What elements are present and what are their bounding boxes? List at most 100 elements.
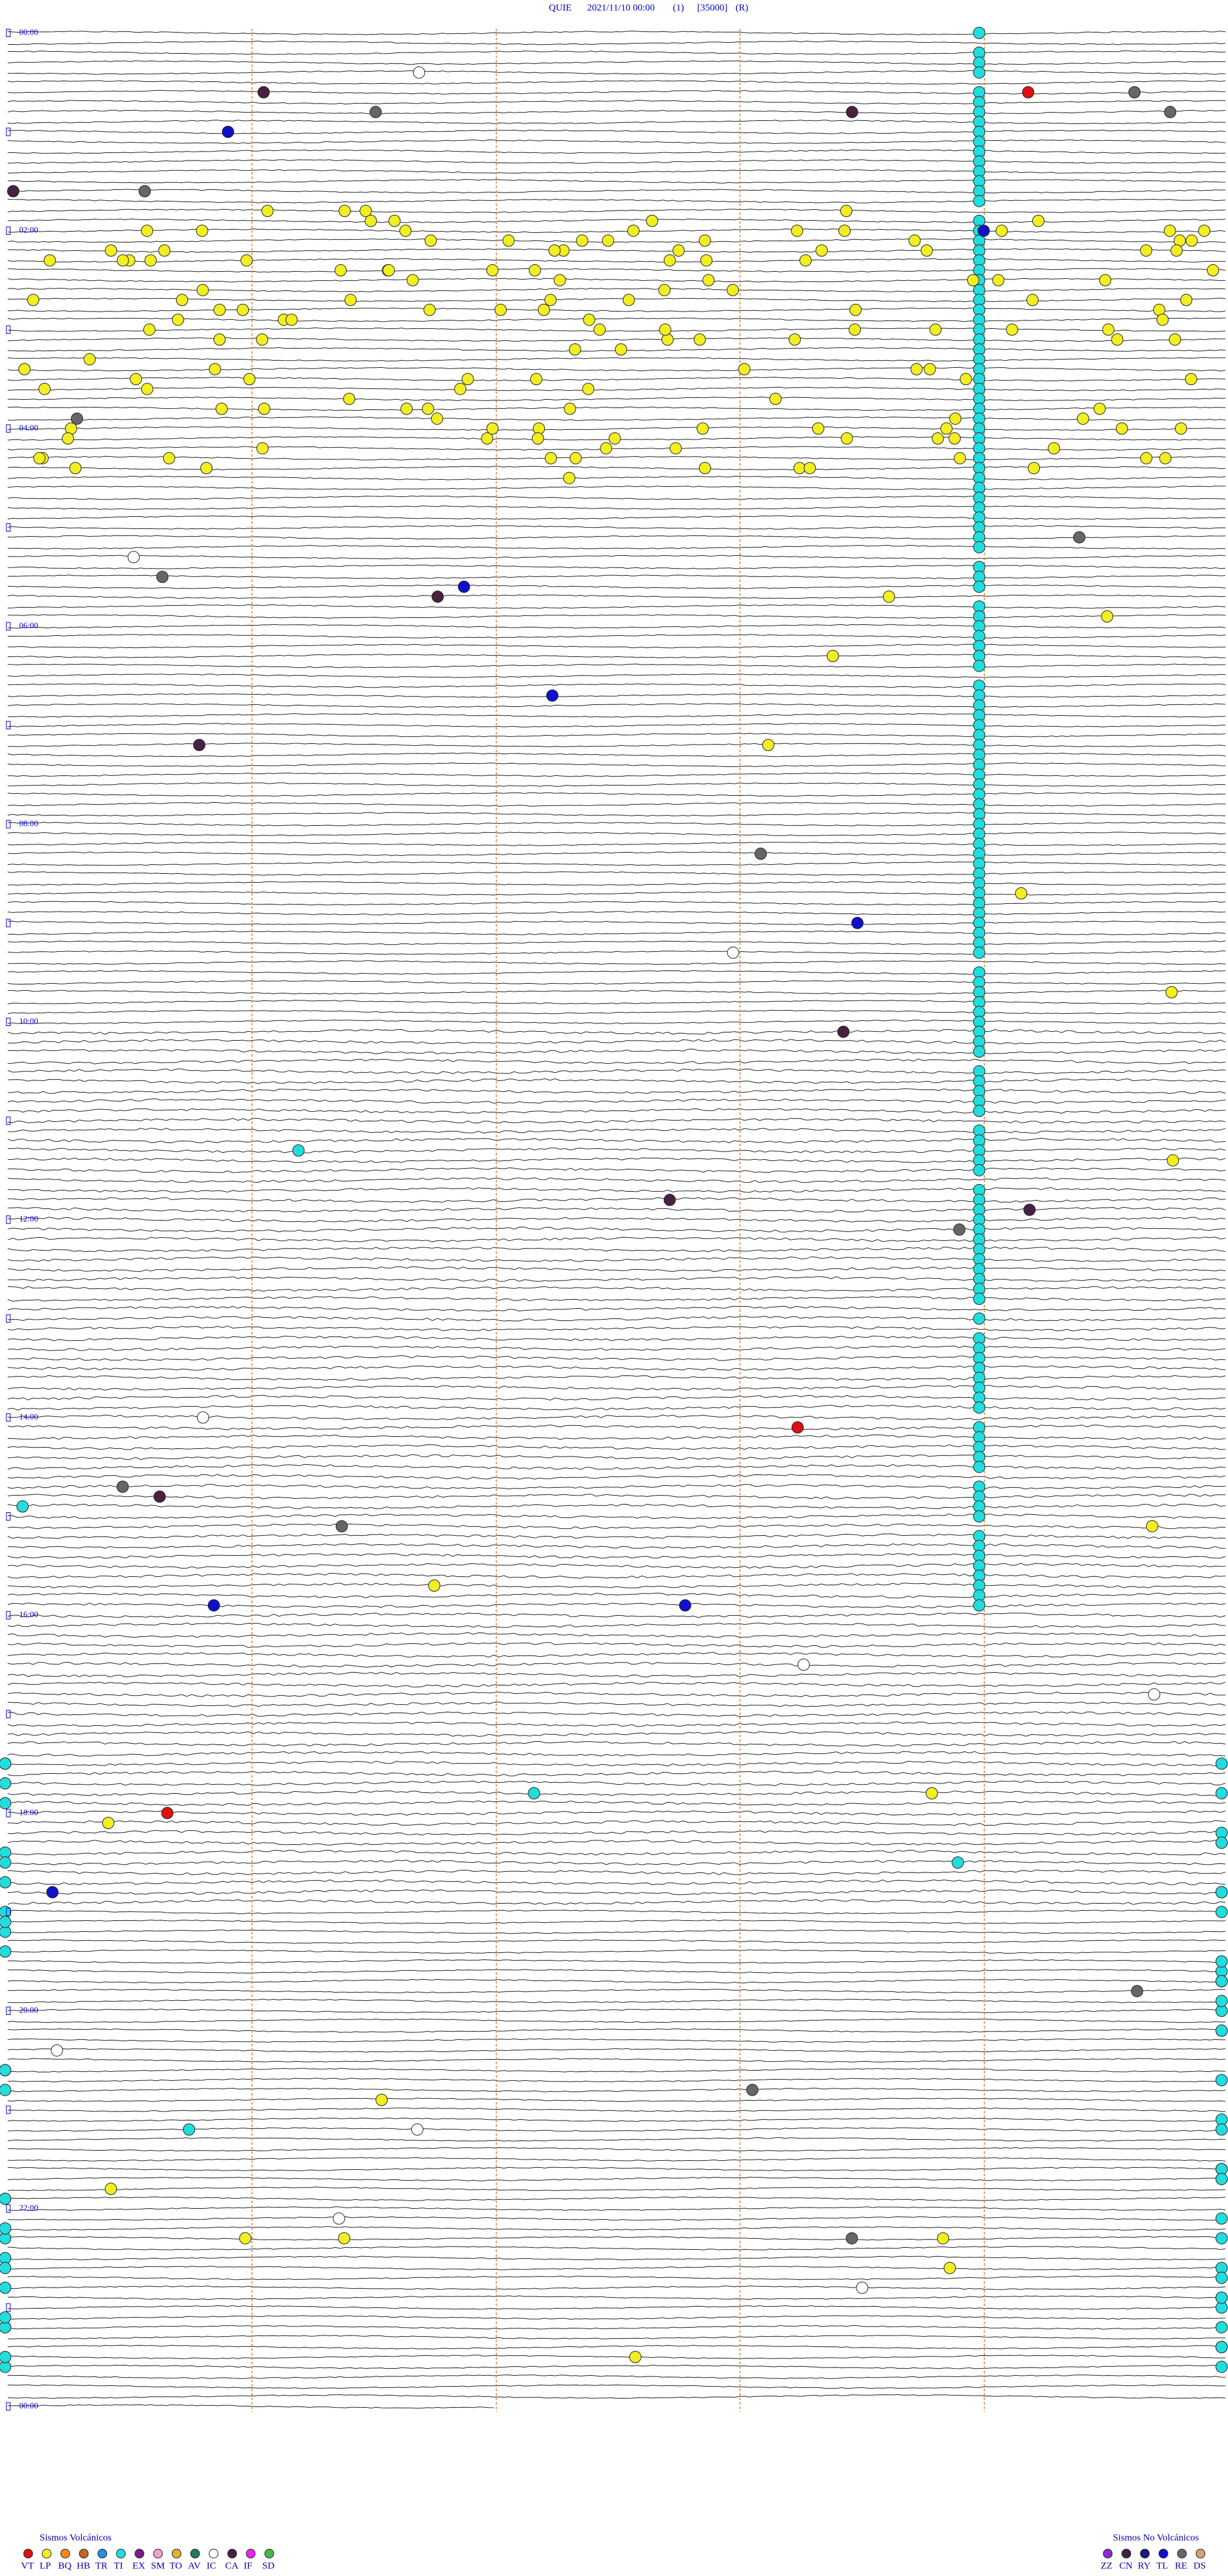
hour-marker [6, 226, 11, 235]
event [1073, 531, 1086, 544]
trace [7, 2176, 1226, 2181]
trace [7, 1780, 1226, 1787]
event [1032, 214, 1044, 227]
event [544, 294, 557, 306]
trace [7, 169, 1226, 174]
trace [7, 1612, 1226, 1618]
event [222, 125, 235, 138]
trace [7, 2206, 1226, 2211]
trace [7, 2147, 1225, 2152]
trace [7, 544, 1226, 549]
trace [7, 970, 1226, 975]
event [0, 2351, 12, 2364]
trace [7, 1187, 1226, 1193]
trace [7, 911, 1226, 915]
event [973, 1045, 986, 1058]
event [1093, 402, 1106, 415]
event [365, 214, 377, 227]
trace [7, 109, 1226, 115]
trace [7, 703, 1226, 708]
event [973, 27, 986, 39]
event [382, 264, 395, 277]
event [1215, 2074, 1228, 2087]
trace [7, 30, 1226, 36]
trace [7, 832, 1226, 837]
event [798, 1658, 810, 1671]
time-label: 10:00 [19, 1016, 38, 1025]
event [528, 264, 541, 277]
trace [7, 663, 1226, 668]
hour-marker [6, 2303, 11, 2312]
event [27, 294, 40, 306]
event [1169, 333, 1181, 346]
event [973, 1164, 986, 1176]
event [1215, 1906, 1228, 1918]
event [243, 373, 256, 386]
trace [7, 2275, 1226, 2280]
event [762, 739, 775, 752]
trace [7, 1642, 1226, 1648]
event [145, 254, 157, 267]
legend-label: BQ [58, 2561, 72, 2571]
hour-marker [6, 2105, 11, 2114]
event [973, 194, 986, 207]
event [257, 86, 270, 99]
event [943, 2261, 956, 2274]
event [973, 1599, 986, 1612]
legend-swatch [246, 2548, 256, 2559]
event [546, 689, 559, 702]
trace [7, 1226, 1226, 1233]
event [924, 363, 936, 375]
event [1167, 1154, 1179, 1167]
event [141, 225, 154, 237]
time-label: 20:00 [19, 2005, 38, 2014]
trace [7, 584, 1226, 589]
event [400, 402, 413, 415]
event [162, 452, 175, 464]
event [769, 393, 782, 406]
legend-swatch [23, 2548, 33, 2559]
event [746, 2083, 759, 2096]
trace [7, 1869, 1226, 1876]
legend: Sismos Volcánicos Sismos No Volcánicos V… [21, 2533, 1206, 2571]
event [83, 353, 96, 366]
event [183, 2123, 196, 2136]
event [663, 1194, 676, 1206]
trace [7, 871, 1226, 876]
event [344, 294, 357, 306]
event [200, 462, 213, 475]
event [213, 333, 226, 346]
trace [7, 990, 1226, 995]
event [0, 1945, 12, 1958]
trace [7, 218, 1226, 223]
traces [7, 30, 1226, 2409]
trace [7, 1652, 1226, 1658]
event [209, 363, 221, 375]
event [537, 303, 550, 316]
trace [7, 2216, 1226, 2221]
trace [7, 1939, 1226, 1944]
trace [7, 1137, 1226, 1144]
event [1215, 1955, 1228, 1968]
trace [7, 535, 1226, 540]
time-label: 22:00 [19, 2203, 38, 2213]
event [411, 2123, 423, 2136]
legend-label: CN [1119, 2561, 1133, 2571]
event [1215, 2232, 1228, 2245]
trace [7, 2394, 1226, 2399]
event [0, 2083, 12, 2096]
legend-swatch [227, 2548, 237, 2559]
event [1215, 2272, 1228, 2284]
event [544, 452, 557, 464]
trace [7, 1009, 1226, 1015]
trace [7, 1414, 1226, 1420]
trace [8, 308, 1226, 312]
event [1159, 452, 1172, 464]
event [1145, 1520, 1158, 1533]
trace [7, 60, 1226, 65]
event [1215, 1995, 1228, 2007]
trace [7, 149, 1226, 154]
legend-label: IF [244, 2561, 252, 2571]
event [69, 462, 82, 475]
trace [7, 763, 1226, 768]
